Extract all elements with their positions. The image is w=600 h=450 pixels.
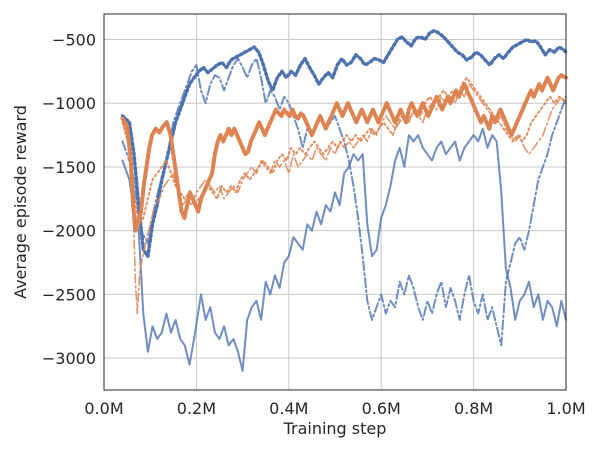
series-line-1 xyxy=(121,127,567,372)
x-tick-label: 0.8M xyxy=(454,399,493,418)
y-tick-label: −500 xyxy=(52,30,96,49)
series-line-3 xyxy=(120,28,568,258)
series-line-2 xyxy=(121,57,567,347)
y-axis-label: Average episode reward xyxy=(11,105,30,299)
x-axis-ticks: 0.0M 0.2M 0.4M 0.6M 0.8M 1.0M xyxy=(84,399,585,418)
plot-series xyxy=(120,28,568,372)
x-axis-label: Training step xyxy=(283,419,387,438)
x-tick-label: 0.6M xyxy=(362,399,401,418)
y-axis-ticks: −3000 −2500 −2000 −1500 −1000 −500 xyxy=(42,30,96,368)
x-tick-label: 0.0M xyxy=(84,399,123,418)
plot-frame xyxy=(103,13,567,391)
series-line-5 xyxy=(121,76,567,226)
series-line-6 xyxy=(120,73,568,233)
y-tick-label: −3000 xyxy=(42,349,96,368)
x-tick-label: 1.0M xyxy=(546,399,585,418)
x-tick-label: 0.2M xyxy=(177,399,216,418)
y-tick-label: −1000 xyxy=(42,94,96,113)
y-tick-label: −2000 xyxy=(42,222,96,241)
y-tick-label: −2500 xyxy=(42,285,96,304)
y-tick-label: −1500 xyxy=(42,158,96,177)
x-tick-label: 0.4M xyxy=(269,399,308,418)
